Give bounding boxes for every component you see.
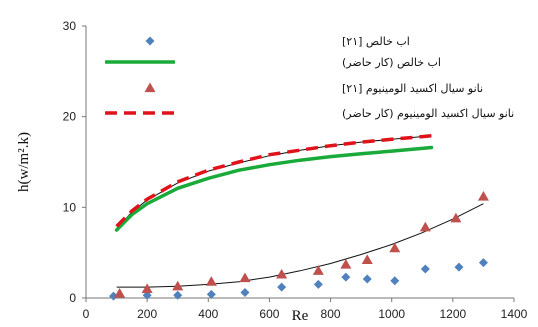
data-point-diamond — [454, 262, 464, 272]
data-point-diamond — [109, 291, 119, 301]
trendlines — [116, 135, 484, 288]
data-point-triangle — [141, 283, 153, 294]
trendline-2 — [116, 203, 484, 288]
data-point-triangle — [114, 287, 126, 298]
data-point-triangle — [419, 221, 431, 232]
data-point-triangle — [205, 276, 217, 286]
legend-label-1: اب خالص [۲۱] — [342, 35, 410, 48]
x-tick-label: 1000 — [378, 307, 405, 321]
data-point-triangle — [276, 268, 288, 279]
data-point-triangle — [239, 272, 251, 283]
data-point-diamond — [478, 258, 488, 268]
legend-label-3: نانو سیال اکسید الومینیوم [۲۱] — [342, 82, 483, 95]
legend-label-2: اب خالص (کار حاضر) — [342, 56, 441, 69]
data-point-triangle — [312, 265, 324, 275]
x-axis-label: Re — [292, 308, 309, 324]
data-point-diamond — [277, 282, 287, 292]
data-point-diamond — [362, 274, 372, 284]
data-point-triangle — [361, 254, 373, 265]
data-point-triangle — [389, 242, 401, 253]
tick-labels: 0 10 20 30 0 200 400 600 800 1000 1200 1400 — [63, 19, 528, 321]
data-point-diamond — [420, 264, 430, 274]
y-tick-label: 10 — [63, 200, 77, 214]
data-point-triangle — [172, 280, 184, 291]
x-tick-label: 400 — [198, 307, 218, 321]
x-tick-label: 200 — [137, 307, 157, 321]
data-point-triangle — [450, 212, 462, 223]
x-tick-label: 0 — [83, 307, 90, 321]
data-point-diamond — [390, 276, 400, 286]
axes — [82, 25, 515, 302]
data-point-triangle — [340, 258, 352, 269]
data-point-diamond — [313, 279, 323, 289]
trendline-1 — [116, 135, 432, 230]
y-axis-label: h(w/m².k) — [16, 132, 32, 192]
legend-label-4: نانو سیال اکسید الومینیوم (کار حاضر) — [342, 107, 514, 120]
series-line-dashed — [115, 133, 432, 228]
legend: اب خالص [۲۱] اب خالص (کار حاضر) نانو سیال … — [105, 35, 514, 120]
data-point-diamond — [173, 290, 183, 300]
data-point-diamond — [206, 289, 216, 299]
x-tick-label: 800 — [321, 307, 341, 321]
x-tick-label: 600 — [259, 307, 279, 321]
series-line-solid — [114, 145, 434, 232]
y-tick-label: 30 — [63, 19, 77, 33]
data-point-diamond — [341, 272, 351, 282]
series-layer — [109, 133, 489, 301]
x-tick-label: 1400 — [501, 307, 528, 321]
legend-swatch-1 — [145, 36, 155, 46]
x-tick-label: 1200 — [440, 307, 467, 321]
data-point-diamond — [240, 288, 250, 298]
y-tick-label: 0 — [69, 291, 76, 305]
data-point-triangle — [477, 190, 489, 201]
y-tick-label: 20 — [63, 110, 77, 124]
legend-swatch-3 — [144, 82, 156, 93]
